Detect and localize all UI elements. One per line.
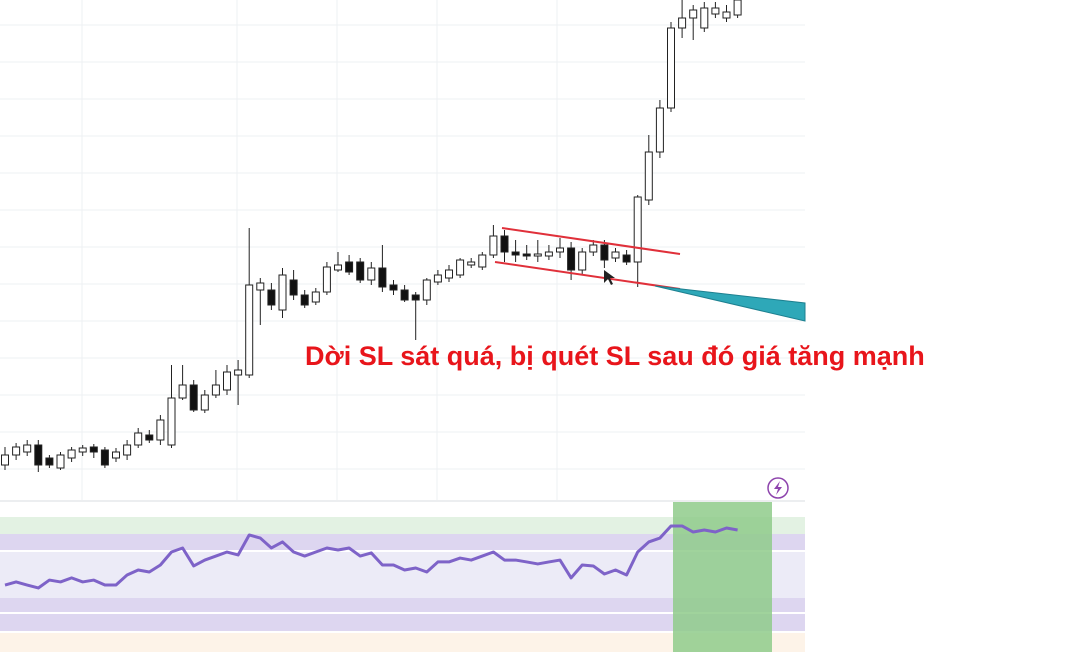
- candle-body: [189, 384, 198, 411]
- candle-body: [389, 284, 398, 291]
- candle-body: [445, 269, 453, 279]
- candle-body: [600, 244, 609, 261]
- candle-body: [700, 7, 709, 29]
- candle-body: [378, 267, 387, 288]
- candle-body: [45, 457, 54, 466]
- candle-body: [211, 384, 220, 396]
- candle-body: [322, 266, 331, 293]
- candle-body: [145, 434, 154, 441]
- candle-body: [156, 419, 165, 441]
- candle-body: [655, 107, 664, 153]
- candle-body: [589, 244, 598, 253]
- candle-body: [34, 444, 43, 466]
- candle-body: [567, 247, 576, 271]
- candle-body: [12, 446, 21, 456]
- rsi-bands: [0, 517, 805, 652]
- grid: [0, 0, 805, 500]
- candle-body: [100, 449, 109, 466]
- candle-body: [733, 0, 742, 16]
- candle-body: [89, 446, 98, 453]
- candle-body: [311, 291, 320, 303]
- candle-body: [711, 7, 720, 15]
- candle-body: [200, 394, 209, 411]
- candle-body: [667, 27, 675, 109]
- candle-body: [178, 384, 187, 399]
- candle-body: [167, 397, 176, 446]
- drawings: [494, 227, 806, 322]
- candle-body: [611, 251, 620, 259]
- candle-body: [1, 454, 9, 466]
- rsi-line: [4, 524, 738, 590]
- candle-body: [123, 444, 132, 456]
- candle-body: [300, 294, 309, 306]
- alert-icon[interactable]: [767, 477, 789, 499]
- candle-body: [78, 447, 87, 453]
- candle-body: [134, 432, 143, 446]
- annotation: Dời SL sát quá, bị quét SL sau đó giá tă…: [305, 341, 925, 371]
- candle-body: [56, 454, 65, 469]
- candle-body: [622, 254, 631, 263]
- candle-body: [689, 9, 698, 19]
- candle-body: [478, 254, 487, 268]
- candle-body: [411, 294, 420, 301]
- candle-body: [489, 235, 498, 256]
- candle-body: [334, 264, 342, 271]
- candle-body: [556, 247, 564, 253]
- candle-body: [400, 289, 409, 301]
- candle-body: [722, 11, 731, 19]
- candle-body: [223, 371, 231, 391]
- candle-body: [245, 284, 254, 376]
- candle-body: [289, 279, 298, 296]
- candle-body: [467, 261, 476, 266]
- candle-body: [544, 251, 553, 257]
- candle-body: [234, 369, 243, 376]
- candle-body: [678, 17, 687, 29]
- candle-body: [267, 289, 276, 306]
- candle-body: [456, 259, 465, 276]
- candle-body: [433, 274, 442, 283]
- candle-body: [633, 196, 642, 263]
- candle-body: [533, 253, 542, 257]
- candle-body: [644, 151, 653, 201]
- candle-body: [23, 444, 32, 453]
- candle-body: [256, 282, 265, 291]
- candle-body: [422, 279, 431, 301]
- candle-body: [278, 274, 287, 311]
- candle-body: [511, 251, 520, 256]
- marks: [1, 0, 742, 590]
- candle-body: [345, 261, 354, 273]
- candle-body: [500, 235, 509, 253]
- candle-body: [522, 253, 531, 257]
- highlight-zone: [673, 502, 772, 652]
- candle-body: [356, 261, 365, 281]
- candle-body: [112, 451, 120, 459]
- candle-body: [578, 251, 587, 271]
- candle-body: [367, 267, 376, 281]
- candle-body: [67, 449, 76, 459]
